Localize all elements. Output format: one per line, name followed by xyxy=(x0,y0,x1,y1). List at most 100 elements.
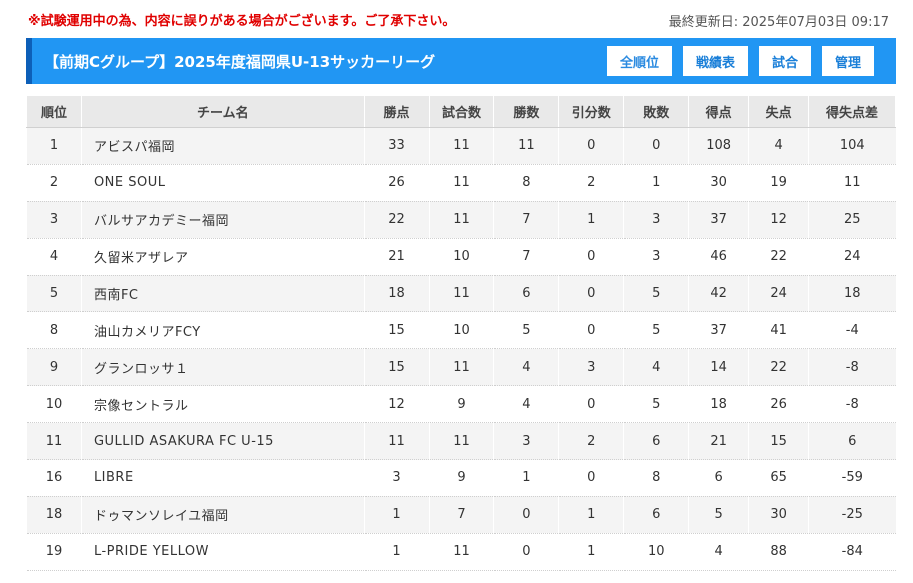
cell-team[interactable]: 西南FC xyxy=(80,275,365,313)
table-row: 5 西南FC 18 11 6 0 5 42 24 18 xyxy=(26,275,896,313)
table-row: 16 LIBRE 3 9 1 0 8 6 65 -59 xyxy=(26,459,896,497)
cell-team[interactable]: LIBRE xyxy=(80,459,365,497)
cell-team[interactable]: グランロッサ１ xyxy=(80,348,365,387)
cell-goal-diff: 104 xyxy=(808,127,896,165)
column-header-goals-for: 得点 xyxy=(688,95,750,128)
cell-played: 11 xyxy=(428,127,494,165)
cell-losses: 1 xyxy=(623,164,689,202)
cell-team[interactable]: アビスパ福岡 xyxy=(80,127,365,165)
cell-rank: 2 xyxy=(26,164,82,202)
cell-wins: 7 xyxy=(493,201,559,239)
cell-team[interactable]: L-PRIDE YELLOW xyxy=(80,533,365,571)
cell-goals-for: 5 xyxy=(688,496,749,534)
cell-wins: 8 xyxy=(493,164,559,202)
cell-points: 26 xyxy=(363,164,430,202)
cell-rank: 16 xyxy=(26,459,82,497)
cell-rank: 18 xyxy=(26,496,82,534)
cell-wins: 0 xyxy=(493,496,559,534)
cell-wins: 6 xyxy=(493,275,559,313)
cell-draws: 2 xyxy=(558,422,624,461)
cell-rank: 11 xyxy=(26,422,82,461)
league-title: 【前期Cグループ】2025年度福岡県U-13サッカーリーグ xyxy=(44,52,436,71)
cell-losses: 5 xyxy=(623,275,689,313)
cell-wins: 3 xyxy=(493,422,559,461)
cell-goals-for: 6 xyxy=(688,459,749,497)
cell-losses: 5 xyxy=(623,311,689,350)
header-buttons: 全順位 戦績表 試合 管理 xyxy=(606,46,874,76)
table-row: 8 油山カメリアFCY 15 10 5 0 5 37 41 -4 xyxy=(26,311,896,350)
cell-goals-against: 15 xyxy=(748,422,809,461)
league-header: 【前期Cグループ】2025年度福岡県U-13サッカーリーグ 全順位 戦績表 試合… xyxy=(26,38,896,84)
table-row: 4 久留米アザレア 21 10 7 0 3 46 22 24 xyxy=(26,238,896,276)
cell-losses: 6 xyxy=(623,422,689,461)
cell-team[interactable]: 久留米アザレア xyxy=(80,238,365,276)
table-row: 10 宗像セントラル 12 9 4 0 5 18 26 -8 xyxy=(26,385,896,424)
cell-losses: 3 xyxy=(623,238,689,276)
column-header-rank: 順位 xyxy=(26,95,82,128)
cell-goals-for: 4 xyxy=(688,533,749,571)
column-header-goal-diff: 得失点差 xyxy=(808,95,896,128)
admin-button[interactable]: 管理 xyxy=(821,46,874,76)
trial-notice: ※試験運用中の為、内容に誤りがある場合がございます。ご了承下さい。 xyxy=(28,14,456,29)
cell-goals-against: 41 xyxy=(748,311,809,350)
cell-draws: 2 xyxy=(558,164,624,202)
cell-rank: 10 xyxy=(26,385,82,424)
cell-goals-against: 12 xyxy=(748,201,809,239)
cell-points: 1 xyxy=(363,496,430,534)
cell-goals-against: 22 xyxy=(748,238,809,276)
cell-goal-diff: 25 xyxy=(808,201,896,239)
cell-draws: 0 xyxy=(558,385,624,424)
cell-team[interactable]: 油山カメリアFCY xyxy=(80,311,365,350)
cell-losses: 6 xyxy=(623,496,689,534)
column-header-losses: 敗数 xyxy=(623,95,690,128)
cell-team[interactable]: GULLID ASAKURA FC U-15 xyxy=(80,422,365,461)
cell-goals-for: 46 xyxy=(688,238,749,276)
cell-played: 11 xyxy=(428,275,494,313)
cell-points: 11 xyxy=(363,422,430,461)
cell-goal-diff: -25 xyxy=(808,496,896,534)
cell-losses: 3 xyxy=(623,201,689,239)
cell-played: 11 xyxy=(428,422,494,461)
cell-goal-diff: -59 xyxy=(808,459,896,497)
cell-rank: 3 xyxy=(26,201,82,239)
cell-goals-for: 37 xyxy=(688,311,749,350)
cell-losses: 10 xyxy=(623,533,689,571)
cell-points: 33 xyxy=(363,127,430,165)
header-accent xyxy=(26,38,32,84)
cell-rank: 9 xyxy=(26,348,82,387)
cell-draws: 0 xyxy=(558,275,624,313)
cell-goals-against: 88 xyxy=(748,533,809,571)
cell-goal-diff: 18 xyxy=(808,275,896,313)
cell-team[interactable]: バルサアカデミー福岡 xyxy=(80,201,365,239)
cell-goals-against: 24 xyxy=(748,275,809,313)
column-header-goals-against: 失点 xyxy=(748,95,810,128)
cell-team[interactable]: 宗像セントラル xyxy=(80,385,365,424)
all-standings-button[interactable]: 全順位 xyxy=(606,46,672,76)
cell-goals-for: 14 xyxy=(688,348,749,387)
cell-goals-against: 30 xyxy=(748,496,809,534)
cell-draws: 1 xyxy=(558,201,624,239)
cell-goals-for: 108 xyxy=(688,127,749,165)
cell-points: 3 xyxy=(363,459,430,497)
standings-table: 順位 チーム名 勝点 試合数 勝数 引分数 敗数 得点 失点 得失点差 1 アビスパ福岡 33 11 11… xyxy=(26,95,896,571)
cell-played: 9 xyxy=(428,385,494,424)
cell-goals-for: 18 xyxy=(688,385,749,424)
cell-losses: 4 xyxy=(623,348,689,387)
table-row: 2 ONE SOUL 26 11 8 2 1 30 19 11 xyxy=(26,164,896,202)
cell-team[interactable]: ONE SOUL xyxy=(80,164,365,202)
cell-goals-for: 21 xyxy=(688,422,749,461)
table-row: 18 ドゥマンソレイユ福岡 1 7 0 1 6 5 30 -25 xyxy=(26,496,896,534)
matches-button[interactable]: 試合 xyxy=(758,46,811,76)
cell-draws: 0 xyxy=(558,311,624,350)
cell-team[interactable]: ドゥマンソレイユ福岡 xyxy=(80,496,365,534)
cell-goal-diff: 11 xyxy=(808,164,896,202)
cell-draws: 3 xyxy=(558,348,624,387)
cell-points: 1 xyxy=(363,533,430,571)
cell-played: 11 xyxy=(428,533,494,571)
results-table-button[interactable]: 戦績表 xyxy=(682,46,748,76)
cell-wins: 7 xyxy=(493,238,559,276)
cell-played: 11 xyxy=(428,201,494,239)
table-row: 19 L-PRIDE YELLOW 1 11 0 1 10 4 88 -84 xyxy=(26,533,896,571)
cell-goal-diff: 24 xyxy=(808,238,896,276)
column-header-points: 勝点 xyxy=(363,95,430,128)
